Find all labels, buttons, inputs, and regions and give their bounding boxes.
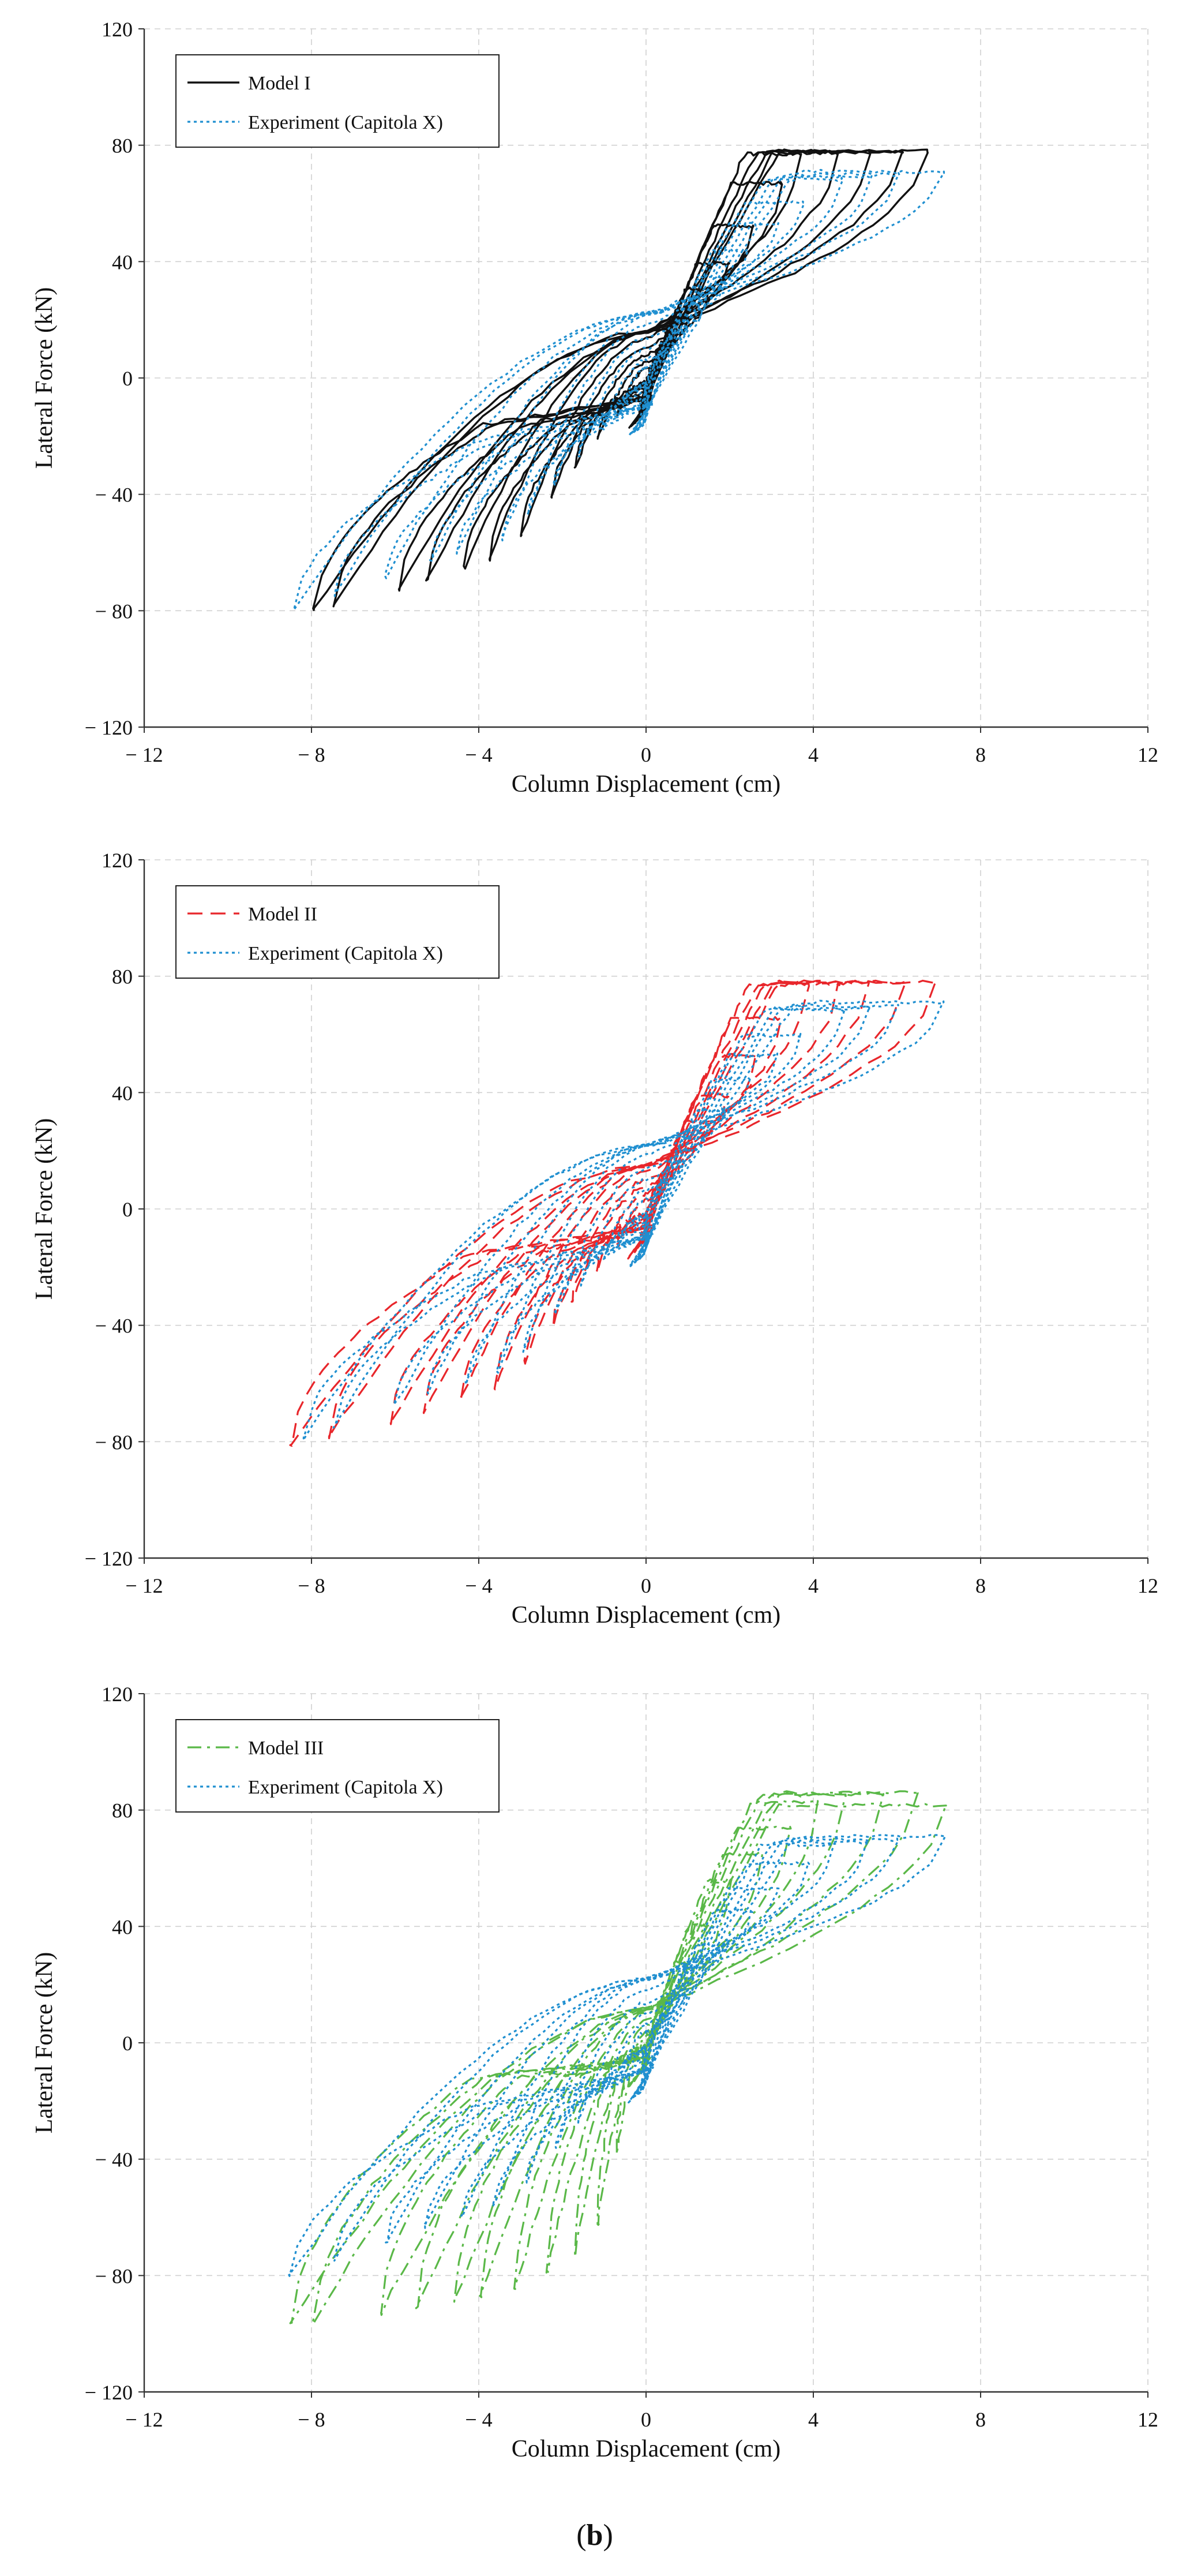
x-tick-label: − 12 xyxy=(125,1574,163,1597)
y-tick-label: − 80 xyxy=(95,2264,133,2287)
series-group xyxy=(289,979,945,1447)
legend-box xyxy=(175,885,500,979)
caption-close-paren: ) xyxy=(603,2519,613,2552)
legend-label: Model II xyxy=(248,904,317,925)
x-tick-label: 0 xyxy=(641,2408,651,2431)
x-tick-label: − 12 xyxy=(125,743,163,766)
x-tick-label: − 4 xyxy=(465,743,492,766)
legend-box xyxy=(175,1719,500,1813)
y-axis-title: Lateral Force (kN) xyxy=(31,1118,58,1300)
x-axis-title: Column Displacement (cm) xyxy=(512,771,781,797)
series-line-model-iii xyxy=(289,1790,947,2325)
series-line-experiment-capitola-x xyxy=(288,1834,947,2277)
chart-panel-model-i: − 12− 8− 4 0 4 8 12− 120− 80− 4004080120Colu… xyxy=(31,18,1158,797)
x-axis-title: Column Displacement (cm) xyxy=(512,2436,781,2462)
x-tick-label: 12 xyxy=(1138,2408,1158,2431)
x-tick-label: − 8 xyxy=(298,1574,325,1597)
y-tick-label: 80 xyxy=(112,1799,133,1822)
y-tick-label: − 40 xyxy=(95,1315,133,1338)
y-tick-label: − 40 xyxy=(95,2148,133,2171)
y-axis-title: Lateral Force (kN) xyxy=(31,287,58,469)
y-tick-label: 120 xyxy=(102,18,133,41)
chart-panel-model-ii: − 12− 8− 4 0 4 8 12− 120− 80− 4004080120Colu… xyxy=(31,849,1158,1628)
y-tick-label: 120 xyxy=(102,1683,133,1706)
legend-label: Experiment (Capitola X) xyxy=(248,943,443,964)
y-tick-label: 40 xyxy=(112,1915,133,1938)
x-tick-label: 8 xyxy=(975,743,986,766)
y-tick-label: 0 xyxy=(122,1198,133,1221)
legend-label: Experiment (Capitola X) xyxy=(248,112,443,133)
legend-label: Model I xyxy=(248,73,311,94)
y-tick-label: − 120 xyxy=(85,716,133,739)
series-group xyxy=(292,148,945,611)
series-line-experiment-capitola-x xyxy=(302,999,945,1440)
legend: Model I Experiment (Capitola X) xyxy=(175,54,500,148)
y-tick-label: − 120 xyxy=(85,2381,133,2404)
series-line-model-ii xyxy=(289,979,937,1447)
x-tick-label: − 8 xyxy=(298,2408,325,2431)
chart-panel-model-iii: − 12− 8− 4 0 4 8 12− 120− 80− 4004080120Colu… xyxy=(31,1683,1158,2462)
series-line-model-i xyxy=(312,148,929,611)
y-tick-label: 0 xyxy=(122,2032,133,2055)
y-tick-label: 80 xyxy=(112,134,133,158)
x-tick-label: 4 xyxy=(808,743,819,766)
y-tick-label: 0 xyxy=(122,367,133,390)
legend: Model II Experiment (Capitola X) xyxy=(175,885,500,979)
figure-caption: (b) xyxy=(576,2519,613,2552)
y-tick-label: − 120 xyxy=(85,1547,133,1570)
caption-open-paren: ( xyxy=(576,2519,586,2552)
legend-label: Model III xyxy=(248,1738,324,1759)
x-tick-label: − 8 xyxy=(298,743,325,766)
caption-letter: b xyxy=(587,2519,603,2552)
legend: Model III Experiment (Capitola X) xyxy=(175,1719,500,1813)
legend-box xyxy=(175,54,500,148)
y-tick-label: − 80 xyxy=(95,600,133,623)
x-tick-label: − 4 xyxy=(465,1574,492,1597)
y-tick-label: 80 xyxy=(112,965,133,989)
legend-label: Experiment (Capitola X) xyxy=(248,1777,443,1798)
x-tick-label: 8 xyxy=(975,2408,986,2431)
x-tick-label: − 4 xyxy=(465,2408,492,2431)
x-tick-label: 0 xyxy=(641,743,651,766)
y-tick-label: 40 xyxy=(112,250,133,274)
x-tick-label: 0 xyxy=(641,1574,651,1597)
x-tick-label: − 12 xyxy=(125,2408,163,2431)
x-axis-title: Column Displacement (cm) xyxy=(512,1602,781,1628)
y-tick-label: 120 xyxy=(102,849,133,872)
y-tick-label: − 80 xyxy=(95,1431,133,1454)
x-tick-label: 8 xyxy=(975,1574,986,1597)
y-axis-title: Lateral Force (kN) xyxy=(31,1952,58,2134)
x-tick-label: 12 xyxy=(1138,743,1158,766)
y-tick-label: 40 xyxy=(112,1081,133,1104)
x-tick-label: 12 xyxy=(1138,1574,1158,1597)
series-group xyxy=(288,1790,947,2325)
x-tick-label: 4 xyxy=(808,1574,819,1597)
y-tick-label: − 40 xyxy=(95,484,133,507)
x-tick-label: 4 xyxy=(808,2408,819,2431)
